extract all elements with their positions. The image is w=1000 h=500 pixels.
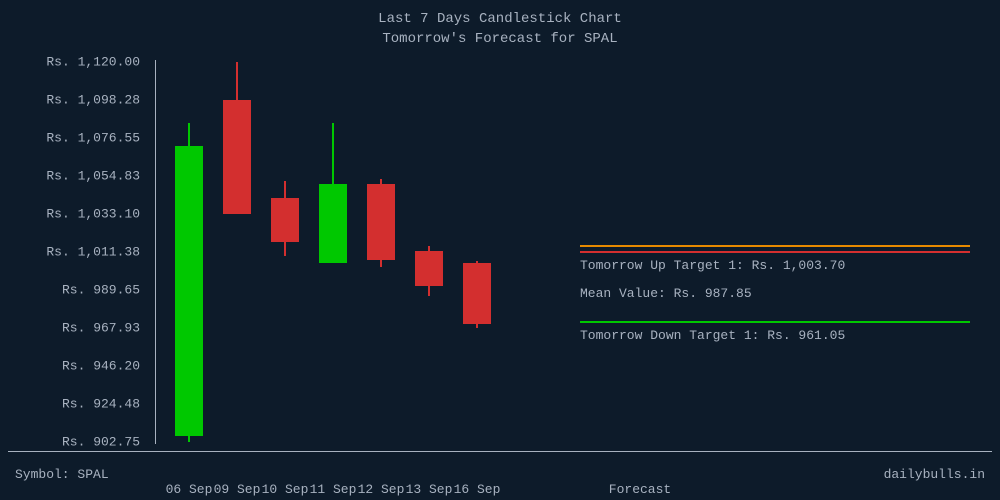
candle (362, 62, 400, 442)
x-tick: 11 Sep (310, 482, 357, 497)
y-tick: Rs. 902.75 (0, 435, 140, 450)
x-tick: 16 Sep (454, 482, 501, 497)
up-target-row: Tomorrow Up Target 1: Rs. 1,003.70 (580, 245, 970, 275)
chart-title: Last 7 Days Candlestick Chart (0, 10, 1000, 30)
candle-body (175, 146, 203, 436)
up-target-line2 (580, 251, 970, 253)
candlestick-chart (160, 62, 510, 442)
candle-body (271, 198, 299, 242)
y-tick: Rs. 967.93 (0, 321, 140, 336)
mean-row: Mean Value: Rs. 987.85 (580, 285, 970, 303)
candle (410, 62, 448, 442)
candle-body (367, 184, 395, 259)
forecast-panel: Tomorrow Up Target 1: Rs. 1,003.70 Mean … (580, 245, 970, 356)
down-target-label: Tomorrow Down Target 1: Rs. 961.05 (580, 327, 970, 345)
down-target-line (580, 321, 970, 323)
x-axis-line (8, 451, 992, 452)
candle-body (319, 184, 347, 263)
brand-label: dailybulls.in (884, 467, 985, 482)
y-tick: Rs. 1,120.00 (0, 55, 140, 70)
candle (266, 62, 304, 442)
chart-subtitle: Tomorrow's Forecast for SPAL (0, 30, 1000, 50)
x-tick: 06 Sep (166, 482, 213, 497)
candle-body (463, 263, 491, 324)
y-tick: Rs. 1,098.28 (0, 93, 140, 108)
x-tick: 12 Sep (358, 482, 405, 497)
x-tick: 10 Sep (262, 482, 309, 497)
up-target-label: Tomorrow Up Target 1: Rs. 1,003.70 (580, 257, 970, 275)
y-tick: Rs. 1,054.83 (0, 169, 140, 184)
x-tick: 09 Sep (214, 482, 261, 497)
y-tick: Rs. 1,011.38 (0, 245, 140, 260)
chart-title-block: Last 7 Days Candlestick Chart Tomorrow's… (0, 10, 1000, 49)
forecast-x-label: Forecast (609, 482, 671, 497)
candle-body (415, 251, 443, 286)
up-target-line (580, 245, 970, 247)
candle (314, 62, 352, 442)
y-tick: Rs. 1,076.55 (0, 131, 140, 146)
mean-label: Mean Value: Rs. 987.85 (580, 285, 970, 303)
candle-body (223, 100, 251, 214)
candle (458, 62, 496, 442)
y-tick: Rs. 989.65 (0, 283, 140, 298)
symbol-label: Symbol: SPAL (15, 467, 109, 482)
y-axis: Rs. 1,120.00Rs. 1,098.28Rs. 1,076.55Rs. … (0, 62, 145, 442)
candle (170, 62, 208, 442)
y-tick: Rs. 946.20 (0, 359, 140, 374)
x-tick: 13 Sep (406, 482, 453, 497)
y-tick: Rs. 924.48 (0, 397, 140, 412)
down-target-row: Tomorrow Down Target 1: Rs. 961.05 (580, 321, 970, 345)
y-axis-line (155, 60, 156, 444)
y-tick: Rs. 1,033.10 (0, 207, 140, 222)
candle (218, 62, 256, 442)
